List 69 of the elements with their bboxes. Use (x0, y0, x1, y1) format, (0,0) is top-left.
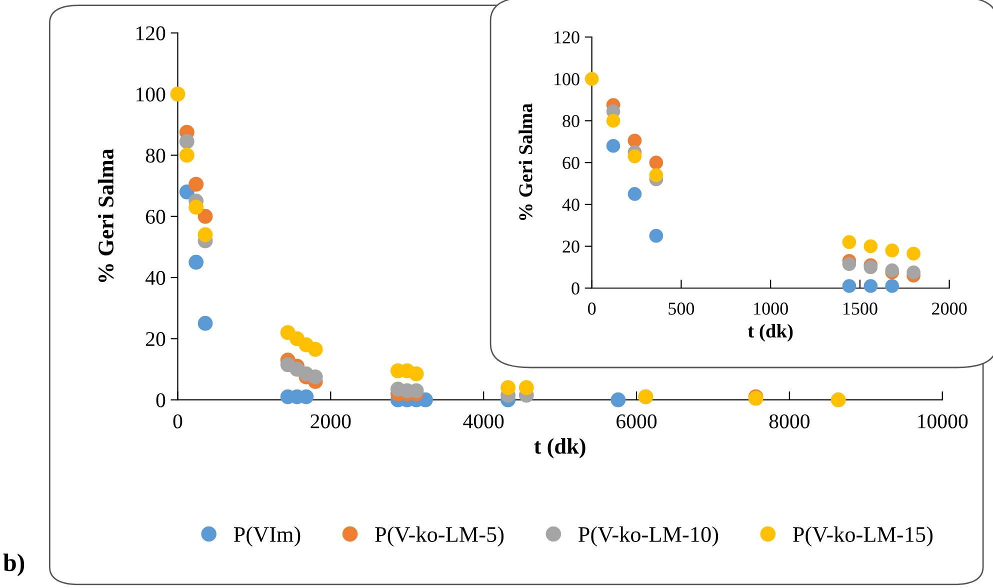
point (885, 263, 900, 278)
x-tick-label: 0 (588, 302, 596, 315)
x-tick-label: 500 (668, 302, 694, 315)
point (500, 380, 516, 396)
y-tick-label: 80 (146, 148, 166, 163)
point (198, 208, 213, 224)
point (906, 246, 920, 261)
y-axis-title: % Geri Salma (98, 148, 114, 282)
point (308, 369, 323, 384)
point (606, 114, 620, 128)
point (628, 187, 642, 201)
point (864, 239, 878, 254)
y-tick-label: 120 (136, 26, 166, 40)
point (408, 366, 424, 382)
point (830, 392, 846, 408)
point (606, 138, 620, 153)
y-tick-label: 0 (572, 282, 580, 295)
legend-label: P(VIm) (234, 526, 300, 547)
point (198, 227, 213, 242)
x-tick-label: 2000 (310, 414, 351, 428)
point (584, 72, 599, 86)
point (188, 254, 204, 270)
x-tick-label: 1000 (754, 302, 788, 315)
point (649, 228, 664, 243)
point (518, 380, 534, 396)
y-tick-label: 40 (562, 198, 580, 211)
y-tick-label: 60 (146, 210, 166, 224)
y-tick-label: 20 (146, 332, 166, 346)
y-tick-label: 100 (136, 87, 166, 102)
y-tick-label: 100 (554, 73, 580, 86)
point (906, 266, 920, 280)
y-tick-label: 20 (562, 240, 580, 253)
text: b) (3, 554, 24, 576)
legend-label: P(V-ko-LM-5) (375, 526, 504, 547)
point (610, 392, 626, 408)
x-tick-label: 4000 (463, 414, 504, 428)
point (188, 200, 204, 215)
point (179, 134, 194, 149)
point (649, 156, 664, 170)
point (842, 235, 856, 249)
point (864, 279, 878, 293)
y-tick-label: 0 (156, 393, 166, 408)
point (308, 342, 323, 357)
x-tick-label: 10000 (918, 414, 968, 428)
y-tick-label: 60 (562, 156, 580, 170)
point (179, 148, 194, 163)
x-tick-label: 1500 (843, 302, 878, 315)
point (188, 176, 204, 192)
x-axis-title: t (dk) (534, 438, 586, 458)
point (170, 86, 186, 102)
point (885, 244, 900, 258)
x-tick-label: 0 (173, 414, 182, 428)
x-axis-title: t (dk) (748, 324, 793, 342)
point (198, 316, 213, 331)
point (842, 279, 856, 293)
x-tick-label: 6000 (616, 414, 657, 428)
y-tick-label: 80 (562, 114, 580, 128)
point (628, 149, 642, 164)
point (628, 134, 642, 148)
legend-label: P(V-ko-LM-15) (792, 526, 933, 547)
x-tick-label: 8000 (769, 414, 810, 428)
y-axis-title: % Geri Salma (518, 103, 532, 220)
y-tick-label: 120 (554, 31, 580, 44)
point (842, 257, 856, 271)
x-tick-label: 2000 (932, 302, 967, 315)
point (649, 168, 664, 182)
y-tick-label: 40 (146, 270, 166, 285)
legend-label: P(V-ko-LM-10) (578, 526, 718, 547)
point (885, 279, 900, 293)
